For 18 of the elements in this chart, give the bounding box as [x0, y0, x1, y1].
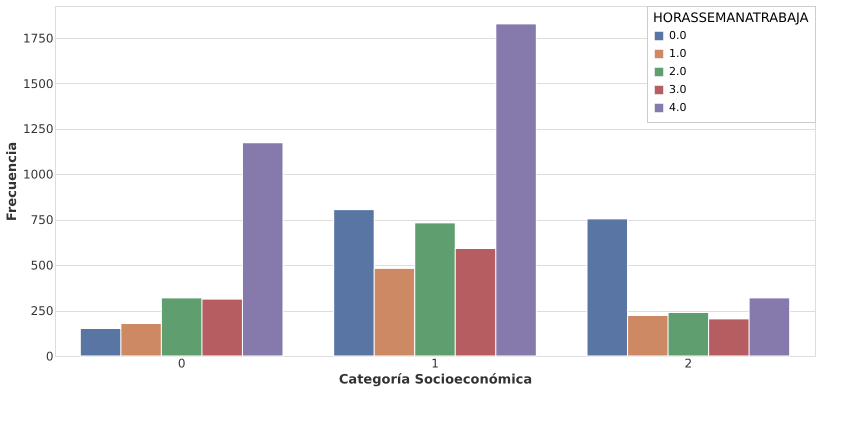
x-tick-label: 0	[178, 356, 186, 370]
legend-label: 4.0	[669, 101, 686, 114]
legend-title: HORASSEMANATRABAJA	[653, 11, 809, 26]
x-axis-title: Categoría Socioeconómica	[338, 372, 532, 388]
y-tick-label: 250	[30, 304, 54, 318]
y-axis-title: Frecuencia	[4, 142, 20, 222]
y-tick-label: 1000	[22, 168, 54, 182]
y-tick-label: 1250	[22, 122, 54, 136]
x-tick-label: 2	[684, 356, 692, 370]
y-tick-label: 500	[30, 258, 54, 273]
legend-label: 3.0	[669, 83, 686, 96]
y-tick-label: 750	[30, 213, 54, 228]
legend-label: 0.0	[669, 29, 686, 42]
y-tick-label: 1500	[22, 76, 54, 91]
x-tick-label: 1	[431, 356, 439, 370]
legend-label: 1.0	[669, 47, 686, 60]
legend-label: 2.0	[669, 65, 686, 78]
y-tick-label: 1750	[22, 31, 54, 46]
